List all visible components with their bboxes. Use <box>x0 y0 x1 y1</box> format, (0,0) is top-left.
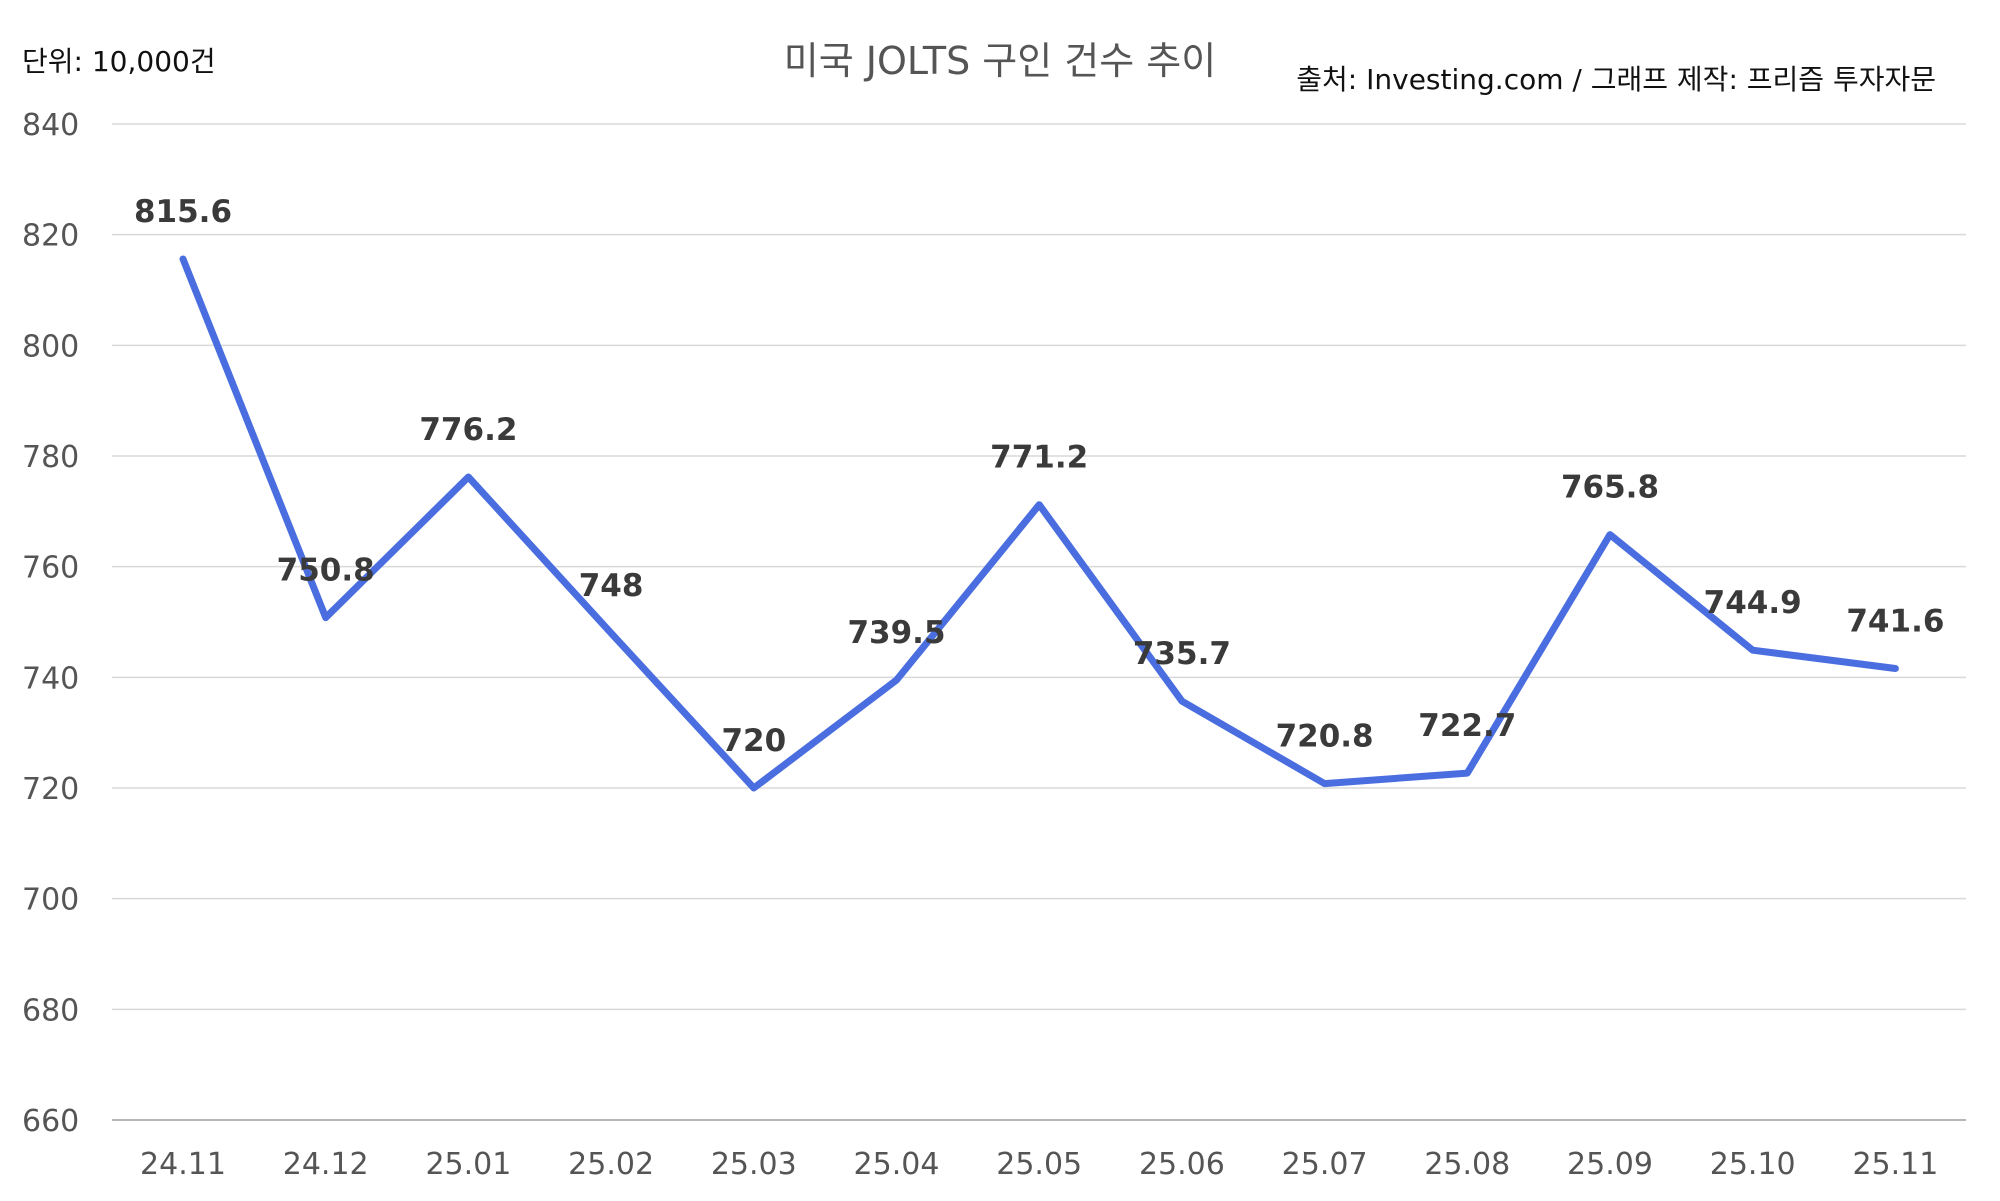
data-label: 735.7 <box>1133 636 1231 672</box>
data-label: 720 <box>721 723 786 759</box>
data-label: 748 <box>579 568 644 604</box>
chart-title: 미국 JOLTS 구인 건수 추이 <box>783 39 1217 83</box>
data-label: 776.2 <box>419 412 517 448</box>
data-label: 739.5 <box>847 615 945 651</box>
y-tick-label: 840 <box>22 108 79 143</box>
x-tick-label: 25.10 <box>1710 1147 1796 1182</box>
data-label: 765.8 <box>1561 470 1659 506</box>
data-label: 815.6 <box>134 194 232 230</box>
y-axis-ticks: 660 680 700 720 740 760 780 800 820 840 <box>22 108 79 1139</box>
data-label: 744.9 <box>1704 585 1802 621</box>
y-tick-label: 820 <box>22 219 79 254</box>
y-tick-label: 740 <box>22 661 79 696</box>
data-label: 722.7 <box>1418 708 1516 744</box>
y-tick-label: 800 <box>22 329 79 364</box>
y-tick-label: 680 <box>22 993 79 1028</box>
y-tick-label: 720 <box>22 772 79 807</box>
x-tick-label: 25.02 <box>568 1147 654 1182</box>
unit-label: 단위: 10,000건 <box>22 45 216 78</box>
data-labels: 815.6 750.8 776.2 748 720 739.5 771.2 735.7 720.… <box>134 194 1944 759</box>
x-tick-label: 24.11 <box>140 1147 226 1182</box>
x-tick-label: 25.01 <box>425 1147 511 1182</box>
y-tick-label: 760 <box>22 551 79 586</box>
x-tick-label: 24.12 <box>283 1147 369 1182</box>
x-tick-label: 25.08 <box>1424 1147 1510 1182</box>
data-label: 750.8 <box>277 553 375 589</box>
data-label: 741.6 <box>1846 603 1944 639</box>
x-tick-label: 25.03 <box>711 1147 797 1182</box>
x-tick-label: 25.06 <box>1139 1147 1225 1182</box>
y-tick-label: 660 <box>22 1104 79 1139</box>
data-label: 771.2 <box>990 440 1088 476</box>
x-tick-label: 25.11 <box>1852 1147 1938 1182</box>
grid-layer <box>112 123 1966 1121</box>
y-tick-label: 700 <box>22 883 79 918</box>
x-tick-label: 25.09 <box>1567 1147 1653 1182</box>
series-layer <box>179 255 1899 792</box>
series-line <box>179 255 1899 792</box>
y-tick-label: 780 <box>22 440 79 475</box>
x-tick-label: 25.04 <box>854 1147 940 1182</box>
source-label: 출처: Investing.com / 그래프 제작: 프리즘 투자자문 <box>1296 63 1936 96</box>
x-tick-label: 25.05 <box>996 1147 1082 1182</box>
data-label: 720.8 <box>1276 719 1374 755</box>
x-axis-ticks: 24.11 24.12 25.01 25.02 25.03 25.04 25.05 25.06… <box>140 1147 1938 1182</box>
x-tick-label: 25.07 <box>1282 1147 1368 1182</box>
